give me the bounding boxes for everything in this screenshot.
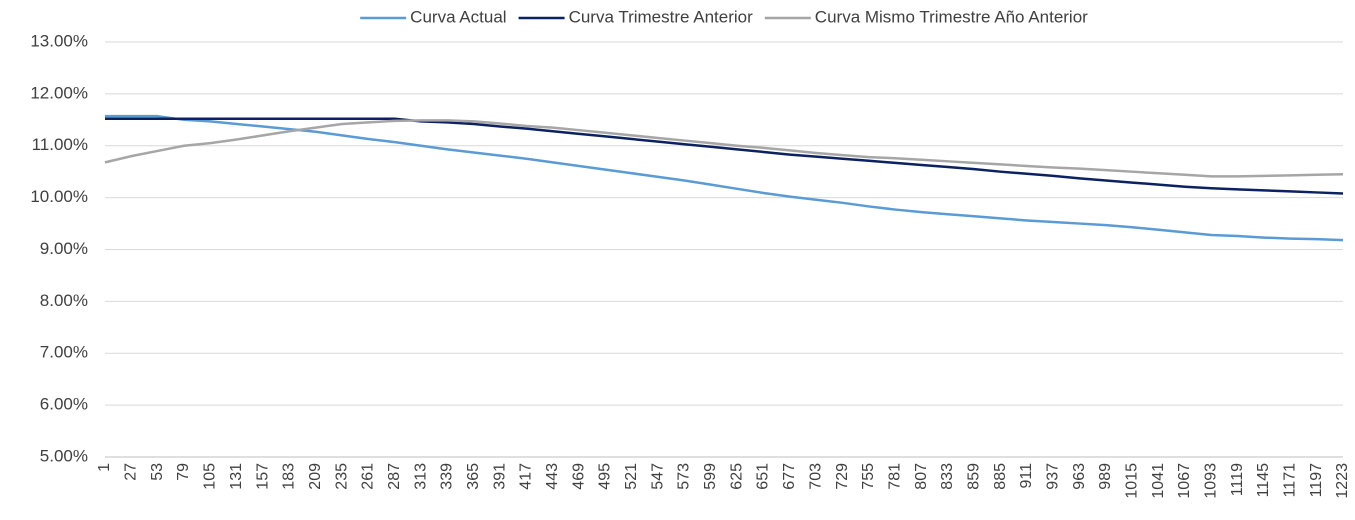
x-tick-label: 1: [96, 463, 113, 472]
series-line: [104, 119, 1344, 178]
x-tick-label: 443: [544, 463, 561, 490]
x-tick-label: 1171: [1282, 463, 1299, 498]
x-tick-label: 963: [1071, 463, 1088, 490]
x-tick-label: 209: [307, 463, 324, 490]
x-tick-label: 651: [755, 463, 772, 490]
x-tick-label: 417: [518, 463, 535, 490]
y-tick-label: 10.00%: [30, 187, 88, 206]
x-tick-label: 339: [439, 463, 456, 490]
x-tick-label: 365: [465, 463, 482, 490]
y-tick-label: 8.00%: [40, 291, 88, 310]
legend: Curva Actual Curva Trimestre Anterior Curv…: [360, 7, 1088, 26]
series-line: [105, 117, 1344, 195]
x-tick-label: 495: [597, 463, 614, 490]
x-tick-label: 157: [254, 463, 271, 490]
x-tick-label: 755: [860, 463, 877, 490]
y-tick-label: 9.00%: [40, 239, 88, 258]
x-tick-label: 1197: [1308, 463, 1325, 498]
x-tick-label: 1067: [1176, 463, 1193, 499]
x-tick-label: 27: [123, 463, 140, 481]
x-tick-label: 313: [412, 463, 429, 490]
x-tick-label: 1015: [1123, 463, 1140, 499]
x-tick-label: 79: [175, 463, 192, 481]
series-line: [105, 114, 1344, 242]
x-tick-label: 703: [807, 463, 824, 490]
x-tick-label: 547: [649, 463, 666, 490]
x-tick-label: 521: [623, 463, 640, 490]
x-tick-label: 53: [149, 463, 166, 481]
x-tick-label: 989: [1097, 463, 1114, 490]
y-tick-label: 12.00%: [30, 83, 88, 102]
x-tick-label: 1093: [1203, 463, 1220, 499]
x-tick-label: 1223: [1334, 463, 1351, 499]
y-tick-label: 13.00%: [30, 31, 88, 50]
legend-label: Curva Mismo Trimestre Año Anterior: [815, 7, 1088, 26]
legend-label: Curva Trimestre Anterior: [569, 7, 754, 26]
x-tick-label: 1119: [1229, 463, 1246, 496]
x-tick-label: 807: [913, 463, 930, 490]
x-tick-label: 235: [333, 463, 350, 490]
x-tick-label: 183: [281, 463, 298, 490]
x-tick-label: 911: [1018, 463, 1035, 489]
x-tick-label: 781: [886, 463, 903, 490]
y-tick-label: 6.00%: [40, 395, 88, 414]
x-tick-label: 833: [939, 463, 956, 490]
x-tick-label: 573: [676, 463, 693, 490]
x-tick-label: 859: [965, 463, 982, 490]
y-tick-label: 11.00%: [32, 135, 88, 154]
x-tick-label: 885: [992, 463, 1009, 490]
x-tick-label: 729: [834, 463, 851, 490]
x-tick-label: 625: [728, 463, 745, 490]
x-tick-label: 469: [570, 463, 587, 490]
x-tick-label: 261: [360, 463, 377, 490]
x-tick-label: 599: [702, 463, 719, 490]
x-tick-label: 677: [781, 463, 798, 490]
x-tick-label: 1145: [1255, 463, 1272, 498]
x-tick-label: 287: [386, 463, 403, 490]
y-tick-label: 7.00%: [40, 343, 88, 362]
x-tick-label: 1041: [1150, 463, 1167, 499]
x-tick-label: 131: [228, 463, 245, 490]
y-tick-label: 5.00%: [40, 446, 88, 465]
x-tick-label: 937: [1044, 463, 1061, 490]
legend-label: Curva Actual: [410, 7, 506, 26]
x-tick-label: 105: [202, 463, 219, 490]
x-tick-label: 391: [491, 463, 508, 490]
